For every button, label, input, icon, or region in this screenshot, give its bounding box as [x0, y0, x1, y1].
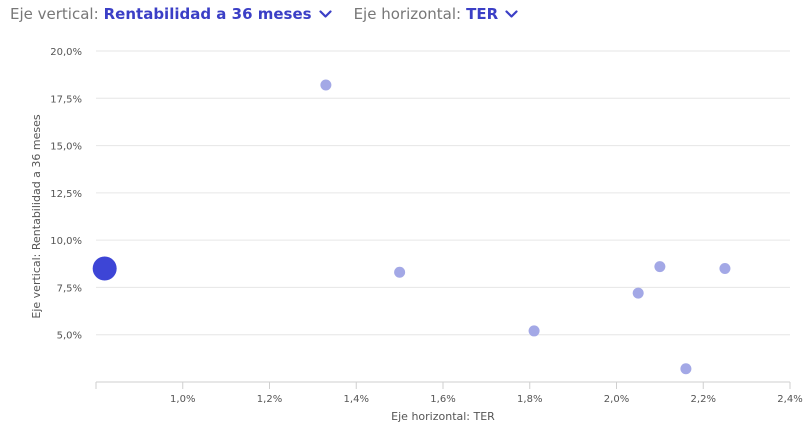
data-point[interactable] [528, 325, 540, 337]
x-tick-label: 1,8% [517, 394, 542, 405]
vertical-axis-selector[interactable]: Eje vertical: Rentabilidad a 36 meses [10, 5, 332, 23]
y-tick-label: 7,5% [57, 283, 82, 294]
y-tick-labels: 5,0% 7,5% 10,0% 12,5% 15,0% 17,5% 20,0% [50, 47, 82, 342]
x-tick-label: 1,6% [430, 394, 455, 405]
y-tick-label: 20,0% [50, 47, 82, 58]
data-point[interactable] [719, 263, 731, 275]
x-axis-title: Eje horizontal: TER [391, 410, 495, 423]
x-tick-label: 2,2% [691, 394, 716, 405]
x-tick-label: 2,0% [604, 394, 629, 405]
vertical-axis-label: Eje vertical: [10, 5, 99, 23]
data-point[interactable] [394, 266, 406, 278]
axis-controls: Eje vertical: Rentabilidad a 36 meses Ej… [10, 3, 518, 25]
axes [95, 381, 791, 389]
y-axis-title: Eje vertical: Rentabilidad a 36 meses [30, 114, 43, 318]
horizontal-axis-selector[interactable]: Eje horizontal: TER [354, 5, 519, 23]
x-tick-label: 2,4% [777, 394, 802, 405]
x-tick-label: 1,0% [170, 394, 195, 405]
y-tick-label: 17,5% [50, 94, 82, 105]
x-tick-label: 1,4% [344, 394, 369, 405]
y-tick-label: 10,0% [50, 236, 82, 247]
data-point[interactable] [632, 287, 644, 299]
vertical-axis-value[interactable]: Rentabilidad a 36 meses [103, 5, 312, 23]
x-tick-label: 1,2% [257, 394, 282, 405]
horizontal-axis-label: Eje horizontal: [353, 5, 462, 23]
horizontal-axis-value[interactable]: TER [466, 5, 499, 23]
y-tick-label: 12,5% [50, 189, 82, 200]
grid-lines [96, 50, 790, 336]
highlighted-data-point[interactable] [92, 256, 117, 281]
data-points [92, 79, 731, 375]
x-tick-labels: 1,0% 1,2% 1,4% 1,6% 1,8% 2,0% 2,2% 2,4% [170, 394, 803, 405]
data-point[interactable] [654, 261, 666, 273]
chevron-down-icon[interactable] [505, 9, 518, 19]
y-tick-label: 15,0% [50, 142, 82, 153]
y-tick-label: 5,0% [57, 331, 82, 342]
data-point[interactable] [320, 79, 332, 91]
data-point[interactable] [680, 363, 692, 375]
chevron-down-icon[interactable] [318, 9, 332, 19]
